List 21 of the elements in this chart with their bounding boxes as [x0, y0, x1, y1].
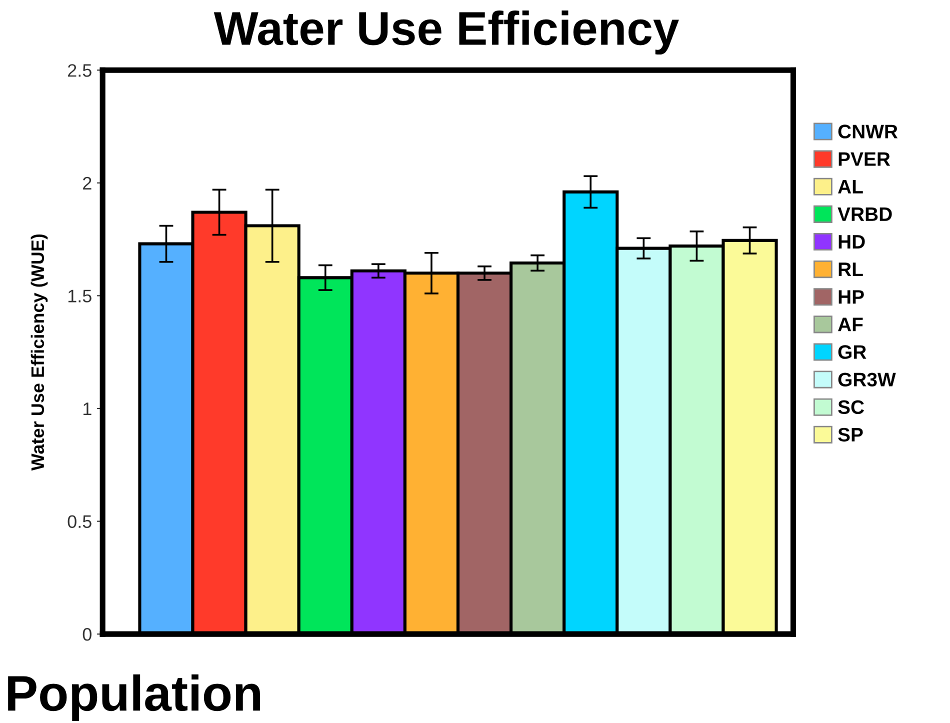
legend-label: GR: [838, 345, 866, 359]
y-tick-label: 2.5: [68, 64, 92, 77]
legend-label: GR3W: [838, 372, 896, 386]
legend-label: VRBD: [838, 208, 892, 221]
y-tick-label: 0: [82, 628, 92, 641]
legend-label: RL: [838, 262, 863, 276]
legend-label: AL: [838, 180, 863, 194]
y-tick-label: 0.5: [68, 515, 92, 528]
legend-label: SC: [838, 400, 864, 414]
legend-label: CNWR: [838, 124, 898, 138]
y-tick-label: 1.5: [68, 290, 92, 302]
y-tick-label: 2: [83, 176, 92, 190]
legend-label: HP: [838, 290, 864, 304]
legend-label: HD: [838, 235, 865, 248]
text: Population: [8, 674, 260, 721]
chart-title: Water Use Efficiency: [214, 10, 679, 55]
legend-label: AF: [838, 318, 863, 332]
legend-label: PVER: [838, 152, 890, 166]
legend-label: SP: [838, 428, 863, 442]
y-axis-title: Water Use Efficiency (WUE): [30, 234, 48, 471]
y-tick-label: 1: [84, 402, 92, 416]
